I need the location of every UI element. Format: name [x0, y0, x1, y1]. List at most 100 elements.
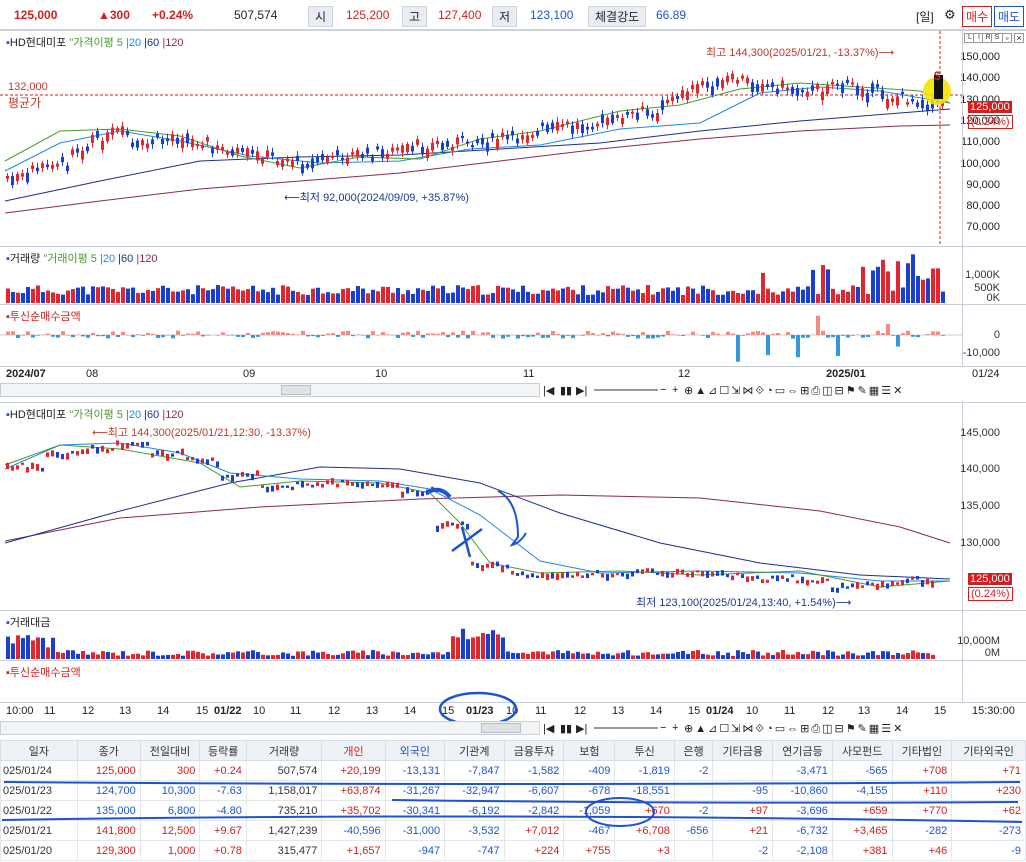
turnover-panel[interactable]: ▪거래대금 10,000M 0M [0, 610, 1026, 661]
volume-bar [291, 290, 295, 303]
zoom-in-icon[interactable]: + [672, 384, 679, 396]
turnover-bar [496, 634, 500, 659]
table-header[interactable]: 일자 [0, 740, 78, 761]
table-header[interactable]: 등락률 [199, 740, 247, 761]
turnover-bar [51, 637, 55, 659]
pause-icon[interactable]: ▮▮ [560, 385, 573, 397]
volume-bar [866, 293, 870, 303]
volume-bar [831, 288, 835, 303]
table-row[interactable]: 025/01/21 141,800 12,500 +9.67 1,427,239 -40,… [0, 820, 1026, 841]
volume-bar [556, 290, 560, 303]
minute-candle [41, 467, 44, 472]
minute-scrollbar[interactable] [0, 721, 540, 735]
table-header[interactable]: 사모펀드 [831, 740, 893, 761]
minute-zoom-out-icon[interactable]: − [660, 722, 667, 734]
volume-bar [906, 263, 910, 303]
minute-x-axis: 10:00 11 12 13 14 15 01/22 10 11 12 13 14 15 01/23 10 1… [0, 691, 1026, 738]
turnover-bar [826, 650, 830, 659]
minute-zoom-in-icon[interactable]: + [672, 722, 679, 734]
minute-candle [671, 572, 674, 578]
minute-x-tick: 15 [196, 705, 209, 717]
minute-x-tick: 13 [858, 705, 871, 717]
turnover-bar [36, 637, 40, 659]
table-header[interactable]: 연기금등 [772, 740, 833, 761]
close-icon[interactable]: × [1014, 33, 1024, 43]
minute-y-tick: 130,000 [960, 537, 1000, 549]
buy-button[interactable]: 매수 [962, 6, 993, 27]
turnover-bar [381, 654, 385, 659]
minute-candle [341, 479, 344, 483]
zoom-slider[interactable] [594, 389, 658, 391]
minute-scroll-thumb[interactable] [481, 723, 521, 733]
table-header[interactable]: 기타금융 [712, 740, 774, 761]
volume-bar [91, 286, 95, 303]
table-header[interactable]: 종가 [76, 740, 141, 761]
minute-drawing-tools-icon[interactable]: ⊕▲⊿☐⇲⋈⟐◔▭⇔⊞⎙◫⊟⚑✎▦☰✕ [684, 723, 905, 735]
scroll-end-icon[interactable]: ▶| [576, 385, 588, 397]
minute-candle [536, 575, 539, 579]
table-row[interactable]: 025/01/20 129,300 1,000 +0.78 315,477 +1,657-… [0, 840, 1026, 861]
table-header[interactable]: 기타법인 [891, 740, 953, 761]
table-header[interactable]: 보험 [563, 740, 616, 761]
daily-price-panel[interactable]: ▪HD현대미포 "가격이평 5 |20 |60 |120 $ 최고 144,30… [0, 30, 1026, 247]
trust-netbuy-minute-panel[interactable]: ▪투신순매수금액 [0, 660, 1026, 703]
trust-netbuy-bar [396, 335, 400, 338]
trust-netbuy-bar [121, 331, 125, 335]
minute-zoom-slider[interactable] [594, 727, 658, 729]
trust-netbuy-bar [701, 335, 705, 336]
gear-icon[interactable]: ⚙ [944, 7, 956, 22]
trust-netbuy-bar [531, 335, 535, 337]
minute-ma60-label: |60 [144, 409, 160, 421]
turnover-bar [141, 655, 145, 659]
table-header[interactable]: 투신 [614, 740, 675, 761]
minute-candle [46, 452, 49, 457]
volume-bar [131, 287, 135, 303]
volume-bar [876, 266, 880, 303]
trust-netbuy-bar [281, 332, 285, 335]
volume-bar [6, 288, 10, 303]
table-header[interactable]: 외국인 [384, 740, 446, 761]
minute-candle [541, 572, 544, 579]
table-header[interactable]: 은행 [673, 740, 714, 761]
table-header[interactable]: 개인 [321, 740, 386, 761]
turnover-bar [456, 637, 460, 659]
sell-button[interactable]: 매도 [994, 6, 1025, 27]
zoom-out-icon[interactable]: − [660, 384, 667, 396]
scroll-start-icon[interactable]: |◀ [543, 385, 555, 397]
turnover-bar [471, 637, 475, 659]
period-selector[interactable]: [일] [916, 10, 934, 24]
minute-pause-icon[interactable]: ▮▮ [560, 723, 573, 735]
minute-candle [811, 580, 814, 583]
low-value: 123,100 [530, 8, 574, 22]
volume-title: 거래량 [9, 253, 41, 265]
minute-candle [511, 570, 514, 575]
minute-candle [821, 577, 824, 584]
hand-drawn-underlines [1, 781, 1023, 827]
minute-candle [531, 573, 534, 578]
minute-scroll-end-icon[interactable]: ▶| [576, 723, 588, 735]
table-row[interactable]: 025/01/23 124,700 10,300 -7.63 1,158,017 +63,… [0, 780, 1026, 801]
daily-scrollbar[interactable] [0, 383, 540, 397]
table-header[interactable]: 거래량 [245, 740, 323, 761]
turnover-bar [581, 653, 585, 659]
volume-bar [76, 287, 80, 303]
volume-bar [341, 289, 345, 303]
volume-bar [41, 292, 45, 303]
volume-bar [436, 288, 440, 303]
minute-price-panel[interactable]: ▪HD현대미포 "가격이평 5 |20 |60 |120 ⟵최고 144,300… [0, 402, 1026, 611]
table-header[interactable]: 기타외국인 [951, 740, 1026, 761]
volume-bar [446, 293, 450, 303]
minute-scroll-start-icon[interactable]: |◀ [543, 723, 555, 735]
volume-panel[interactable]: ▪거래량 "거래이평 5 |20 |60 |120 1,000K 500K 0K [0, 246, 1026, 305]
table-header[interactable]: 전일대비 [139, 740, 201, 761]
trust-netbuy-daily-panel[interactable]: ▪투신순매수금액 0 -10,000 [0, 304, 1026, 367]
daily-scroll-thumb[interactable] [281, 385, 311, 395]
drawing-tools-icon[interactable]: ⊕▲⊿☐⇲⋈⟐◔▭⇔⊞⎙◫⊟⚑✎▦☰✕ [684, 385, 905, 397]
volume-tick: 500K [974, 282, 1000, 294]
turnover-bar [151, 651, 155, 659]
turnover-bar [16, 635, 20, 659]
table-header[interactable]: 금융투자 [503, 740, 565, 761]
trust-netbuy-bar [681, 335, 685, 336]
restore-icon[interactable]: ▫ [1002, 33, 1012, 43]
table-header[interactable]: 기관계 [444, 740, 505, 761]
